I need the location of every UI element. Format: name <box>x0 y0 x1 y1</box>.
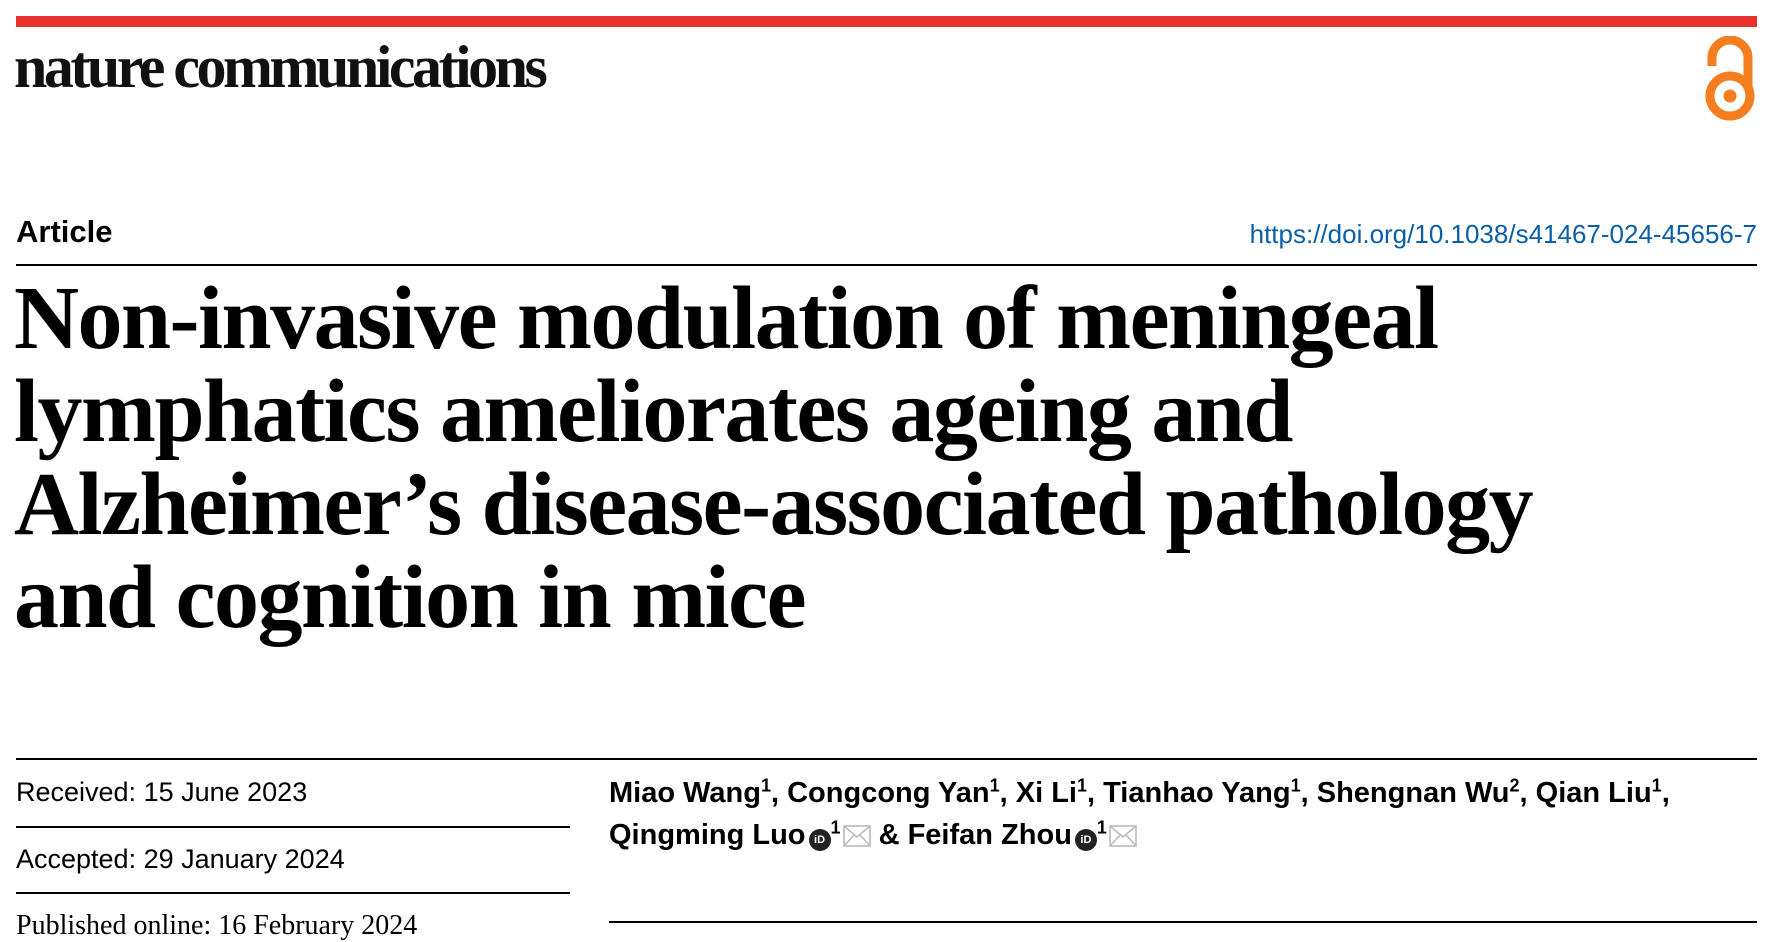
divider <box>16 826 570 828</box>
title-line: Non-invasive modulation of meningeal <box>14 269 1439 368</box>
divider <box>16 758 1757 760</box>
author-name[interactable]: Xi Li <box>1015 777 1077 809</box>
author-separator: & <box>870 819 908 851</box>
title-line: Alzheimer’s disease-associated pathology <box>14 455 1534 554</box>
author-separator: , <box>1519 777 1536 809</box>
open-access-lock-icon <box>1705 36 1755 121</box>
affiliation-number[interactable]: 1 <box>1651 775 1662 796</box>
author-name[interactable]: Congcong Yan <box>787 777 990 809</box>
divider <box>16 264 1757 266</box>
title-line: and cognition in mice <box>14 548 807 647</box>
article-title: Non-invasive modulation of meningeal lym… <box>14 272 1754 644</box>
author-separator: , <box>770 777 788 809</box>
affiliation-number[interactable]: 1 <box>1290 775 1301 796</box>
affiliation-number[interactable]: 2 <box>1509 775 1520 796</box>
orcid-icon[interactable]: iD <box>1074 829 1097 851</box>
doi-link[interactable]: https://doi.org/10.1038/s41467-024-45656… <box>1249 219 1757 249</box>
brand-bar <box>16 16 1757 27</box>
affiliation-number[interactable]: 1 <box>830 817 841 838</box>
author-separator: , <box>1300 777 1317 809</box>
affiliation-number[interactable]: 1 <box>1096 817 1107 838</box>
author-name[interactable]: Miao Wang <box>609 777 761 809</box>
divider <box>16 892 570 894</box>
divider <box>609 921 1757 923</box>
author-name[interactable]: Tianhao Yang <box>1103 777 1291 809</box>
author-name[interactable]: Qingming Luo <box>609 819 806 851</box>
author-name[interactable]: Qian Liu <box>1535 777 1652 809</box>
orcid-icon[interactable]: iD <box>808 829 831 851</box>
author-separator: , <box>999 777 1016 809</box>
author-separator: , <box>1086 777 1104 809</box>
affiliation-number[interactable]: 1 <box>1076 775 1087 796</box>
journal-logo[interactable]: nature communications <box>14 34 548 100</box>
email-icon[interactable] <box>1109 825 1137 847</box>
accepted-date: Accepted: 29 January 2024 <box>16 844 345 874</box>
email-icon[interactable] <box>842 825 871 847</box>
author-list: Miao Wang1, Congcong Yan1, Xi Li1, Tianh… <box>609 772 1759 856</box>
author-name[interactable]: Feifan Zhou <box>907 819 1072 851</box>
author-name[interactable]: Shengnan Wu <box>1316 777 1510 809</box>
article-type: Article <box>16 214 113 249</box>
received-date: Received: 15 June 2023 <box>16 777 308 807</box>
title-line: lymphatics ameliorates ageing and <box>14 362 1293 461</box>
published-date: Published online: 16 February 2024 <box>16 910 418 941</box>
affiliation-number[interactable]: 1 <box>989 775 1000 796</box>
author-separator: , <box>1661 777 1670 809</box>
affiliation-number[interactable]: 1 <box>760 775 771 796</box>
